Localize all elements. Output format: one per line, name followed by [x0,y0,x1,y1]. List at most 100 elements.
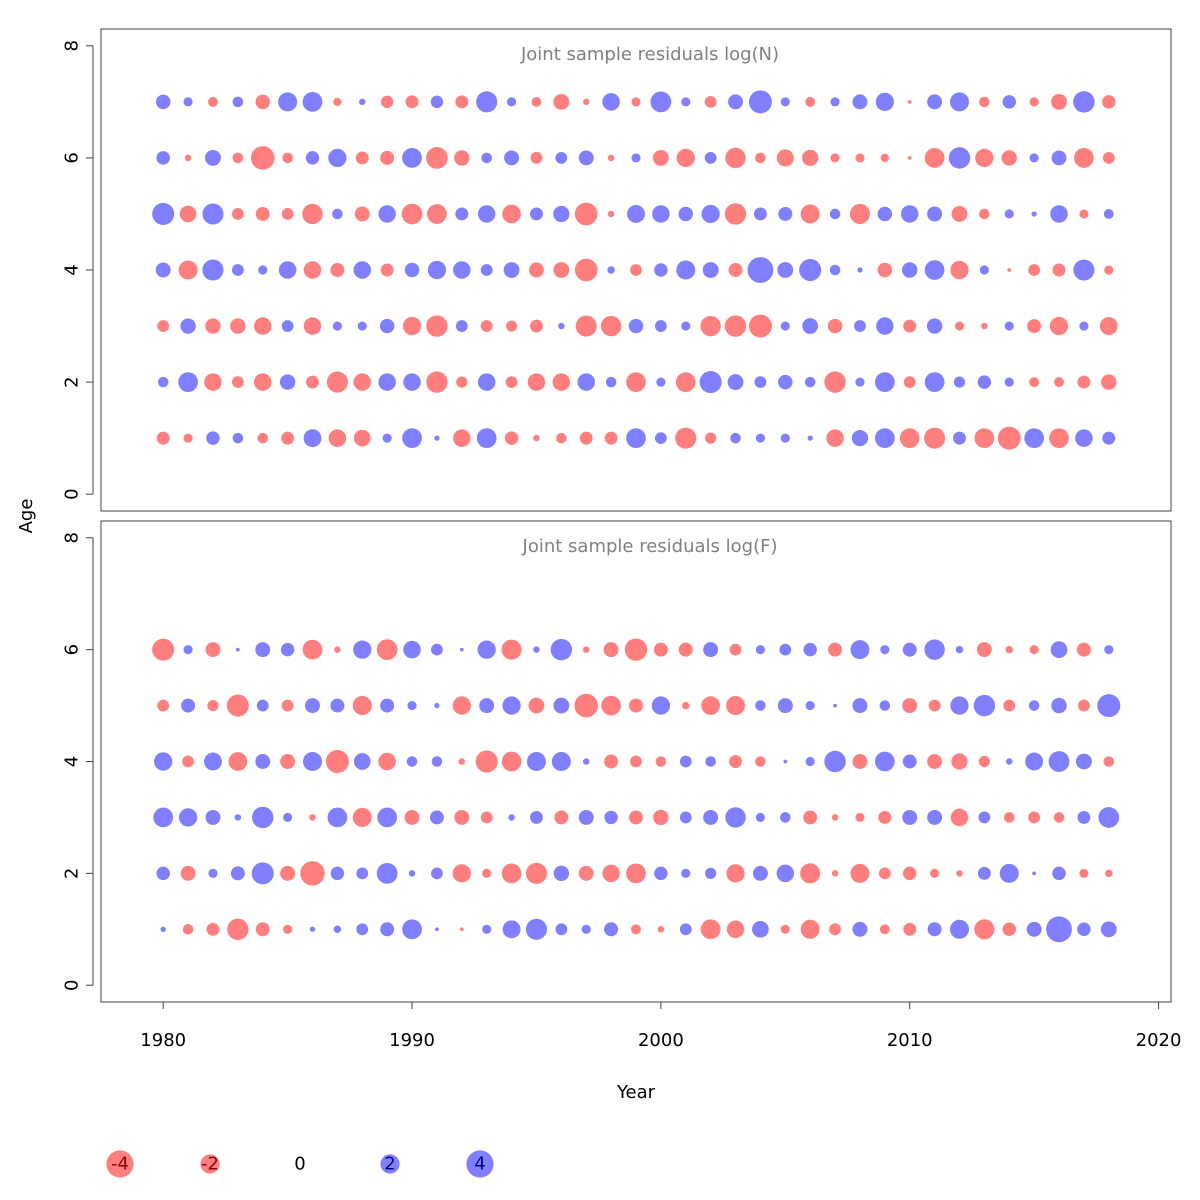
bubble [356,867,369,880]
bubble [352,696,372,716]
bubble [602,93,620,111]
bubble [979,265,989,275]
bubble [924,372,945,392]
bubble [453,429,471,447]
bubble [626,863,646,884]
y-tick-label: 0 [62,488,83,499]
bubble [553,697,570,714]
bubble [1004,377,1014,387]
y-tick-label: 8 [62,532,83,543]
bubble [831,814,839,821]
bubble [874,428,895,449]
bubble [153,807,174,828]
bubble [1101,374,1117,390]
bubble [332,321,342,331]
bubble [780,97,790,107]
bubble [1003,699,1016,712]
bubble [454,150,470,166]
bubble [309,814,316,821]
bubble [330,866,345,881]
bubble [955,645,964,654]
bubble [624,638,648,661]
bubble [430,95,444,109]
bubble [630,755,642,768]
bubble [778,206,793,221]
bubble [204,752,222,771]
legend-bubble [106,1150,134,1178]
bubble [554,810,569,825]
bubble [309,926,316,932]
bubble [880,153,890,163]
bubble [255,94,270,110]
bubble [553,262,570,278]
bubble [704,152,717,164]
legend-item: -4 [106,1150,134,1178]
bubble [303,429,322,448]
bubble [852,921,868,937]
bubble [874,751,895,772]
y-tick-label: 2 [62,868,83,879]
bubble [1003,812,1015,823]
bubble [280,642,295,657]
bubble [1054,377,1064,388]
bubble [1048,751,1070,772]
x-tick-label: 2010 [887,1030,933,1051]
bubble [359,98,366,106]
bubble [502,696,521,715]
bubble [653,809,669,826]
bubble [699,371,722,394]
bubble [459,647,464,652]
bubble [1005,645,1013,654]
bubble [902,866,917,881]
bubble [431,867,443,880]
bubble [178,260,198,280]
bubble [755,756,766,767]
bubble [234,814,242,821]
bubble [182,924,194,935]
bubble [849,203,871,225]
bubble [702,262,719,278]
bubble [507,97,517,107]
bubble [235,647,240,652]
bubble [426,371,448,393]
bubble [855,153,865,163]
bubble [574,202,598,226]
bubble [829,923,841,936]
bubble [157,699,170,712]
bubble [629,698,643,713]
bubble [377,807,398,828]
bubble [755,152,766,164]
bubble [574,258,598,282]
legend-label: 4 [474,1154,485,1175]
bubble [456,376,468,388]
bubble [902,754,917,769]
bubble [1004,321,1014,331]
bubble [981,322,988,330]
bubble [700,919,721,940]
bubble [907,156,912,160]
bubble [183,645,193,655]
bubble [280,754,296,769]
bubble [705,867,717,879]
bubble [631,153,641,163]
bubble [1049,428,1069,449]
bubble [353,429,371,447]
bubble [653,642,668,657]
bubble [1051,150,1067,166]
bubble [902,262,918,278]
bubble [956,870,963,877]
bubble [227,918,249,941]
bubble [900,205,919,223]
bubble [1032,871,1037,876]
bubble [1029,153,1039,163]
bubble [355,151,369,165]
bubble [977,375,992,389]
y-tick-label: 4 [62,264,83,275]
bubble [376,639,398,661]
legend-item: 2 [380,1154,400,1175]
bubble [182,755,194,768]
bubble [380,263,394,277]
bubble [482,924,492,934]
panel-log-n-bubbles [152,90,1118,450]
